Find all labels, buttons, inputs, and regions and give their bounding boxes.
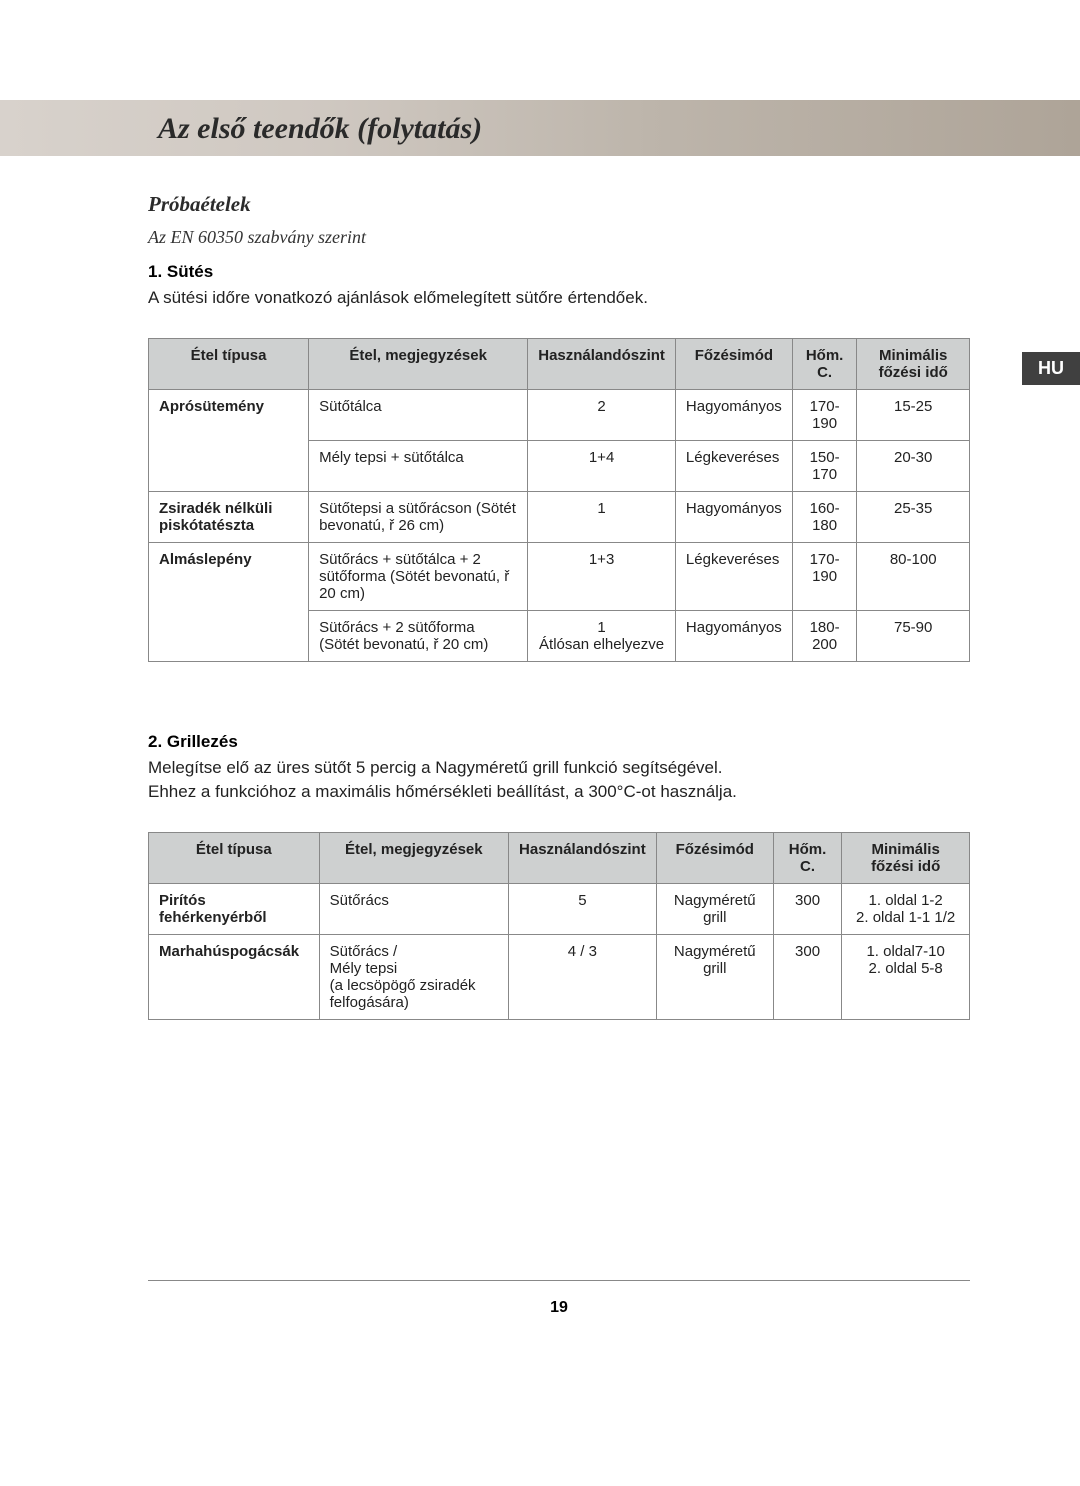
- cell-mode: Hagyományos: [675, 390, 792, 441]
- standard-subtitle: Az EN 60350 szabvány szerint: [148, 227, 970, 248]
- cell-time: 15-25: [857, 390, 970, 441]
- cell-note: Sütőrács + 2 sütőforma (Sötét bevonatú, …: [309, 611, 528, 662]
- section-title: Próbaételek: [148, 192, 970, 217]
- cell-note: Sütőrács / Mély tepsi (a lecsöpögő zsira…: [319, 935, 508, 1020]
- cell-mode: Nagyméretű grill: [656, 935, 773, 1020]
- grill-tbody: Pirítós fehérkenyérből Sütőrács 5 Nagymé…: [149, 884, 970, 1020]
- cell-type: Marhahúspogácsák: [149, 935, 320, 1020]
- cell-time: 80-100: [857, 543, 970, 611]
- cell-mode: Hagyományos: [675, 611, 792, 662]
- cell-time: 75-90: [857, 611, 970, 662]
- sutes-title: 1. Sütés: [148, 262, 970, 282]
- col-temp: Hőm. C.: [773, 833, 842, 884]
- table-header-row: Étel típusa Étel, megjegyzések Használan…: [149, 339, 970, 390]
- page-number: 19: [148, 1299, 970, 1317]
- cell-temp: 150-170: [792, 441, 857, 492]
- col-level: Használandószint: [528, 339, 676, 390]
- col-mode: Főzésimód: [675, 339, 792, 390]
- grill-text2: Ehhez a funkcióhoz a maximális hőmérsékl…: [148, 782, 970, 802]
- grill-table-wrap: Étel típusa Étel, megjegyzések Használan…: [148, 832, 970, 1020]
- cell-mode: Légkeveréses: [675, 543, 792, 611]
- cell-mode: Nagyméretű grill: [656, 884, 773, 935]
- cell-level: 1+3: [528, 543, 676, 611]
- cell-time: 1. oldal 1-2 2. oldal 1-1 1/2: [842, 884, 970, 935]
- table-header-row: Étel típusa Étel, megjegyzések Használan…: [149, 833, 970, 884]
- sutes-table: Étel típusa Étel, megjegyzések Használan…: [148, 338, 970, 662]
- cell-level: 5: [509, 884, 657, 935]
- cell-mode: Légkeveréses: [675, 441, 792, 492]
- table-row: Aprósütemény Sütőtálca 2 Hagyományos 170…: [149, 390, 970, 441]
- col-note: Étel, megjegyzések: [319, 833, 508, 884]
- col-level: Használandószint: [509, 833, 657, 884]
- cell-type: Zsiradék nélküli piskótatészta: [149, 492, 309, 543]
- cell-level: 1: [528, 492, 676, 543]
- cell-level: 2: [528, 390, 676, 441]
- cell-note: Sütőrács: [319, 884, 508, 935]
- col-type: Étel típusa: [149, 339, 309, 390]
- table-row: Pirítós fehérkenyérből Sütőrács 5 Nagymé…: [149, 884, 970, 935]
- col-temp: Hőm. C.: [792, 339, 857, 390]
- cell-level: 1+4: [528, 441, 676, 492]
- cell-note: Sütőtálca: [309, 390, 528, 441]
- cell-type: Aprósütemény: [149, 390, 309, 492]
- table-row: Almáslepény Sütőrács + sütőtálca + 2 süt…: [149, 543, 970, 611]
- cell-temp: 180-200: [792, 611, 857, 662]
- page: Az első teendők (folytatás) HU Próbaétel…: [0, 0, 1080, 1377]
- col-note: Étel, megjegyzések: [309, 339, 528, 390]
- table-row: Marhahúspogácsák Sütőrács / Mély tepsi (…: [149, 935, 970, 1020]
- sutes-table-wrap: Étel típusa Étel, megjegyzések Használan…: [148, 338, 970, 662]
- grill-title: 2. Grillezés: [148, 732, 970, 752]
- footer-divider: [148, 1280, 970, 1281]
- page-title: Az első teendők (folytatás): [110, 90, 970, 156]
- cell-time: 25-35: [857, 492, 970, 543]
- col-mode: Főzésimód: [656, 833, 773, 884]
- grill-text1: Melegítse elő az üres sütőt 5 percig a N…: [148, 758, 970, 778]
- cell-temp: 160-180: [792, 492, 857, 543]
- cell-note: Mély tepsi + sütőtálca: [309, 441, 528, 492]
- cell-mode: Hagyományos: [675, 492, 792, 543]
- cell-time: 1. oldal7-10 2. oldal 5-8: [842, 935, 970, 1020]
- col-time: Minimális főzési idő: [857, 339, 970, 390]
- cell-level: 4 / 3: [509, 935, 657, 1020]
- cell-time: 20-30: [857, 441, 970, 492]
- sutes-text: A sütési időre vonatkozó ajánlások előme…: [148, 288, 970, 308]
- table-row: Zsiradék nélküli piskótatészta Sütőtepsi…: [149, 492, 970, 543]
- cell-temp: 170-190: [792, 543, 857, 611]
- col-time: Minimális főzési idő: [842, 833, 970, 884]
- cell-level: 1 Átlósan elhelyezve: [528, 611, 676, 662]
- cell-temp: 300: [773, 884, 842, 935]
- cell-temp: 300: [773, 935, 842, 1020]
- col-type: Étel típusa: [149, 833, 320, 884]
- cell-type: Pirítós fehérkenyérből: [149, 884, 320, 935]
- cell-note: Sütőrács + sütőtálca + 2 sütőforma (Söté…: [309, 543, 528, 611]
- cell-temp: 170-190: [792, 390, 857, 441]
- language-badge: HU: [1022, 352, 1080, 385]
- cell-type: Almáslepény: [149, 543, 309, 662]
- sutes-tbody: Aprósütemény Sütőtálca 2 Hagyományos 170…: [149, 390, 970, 662]
- content: HU Próbaételek Az EN 60350 szabvány szer…: [110, 156, 970, 1317]
- grill-table: Étel típusa Étel, megjegyzések Használan…: [148, 832, 970, 1020]
- cell-note: Sütőtepsi a sütőrácson (Sötét bevonatú, …: [309, 492, 528, 543]
